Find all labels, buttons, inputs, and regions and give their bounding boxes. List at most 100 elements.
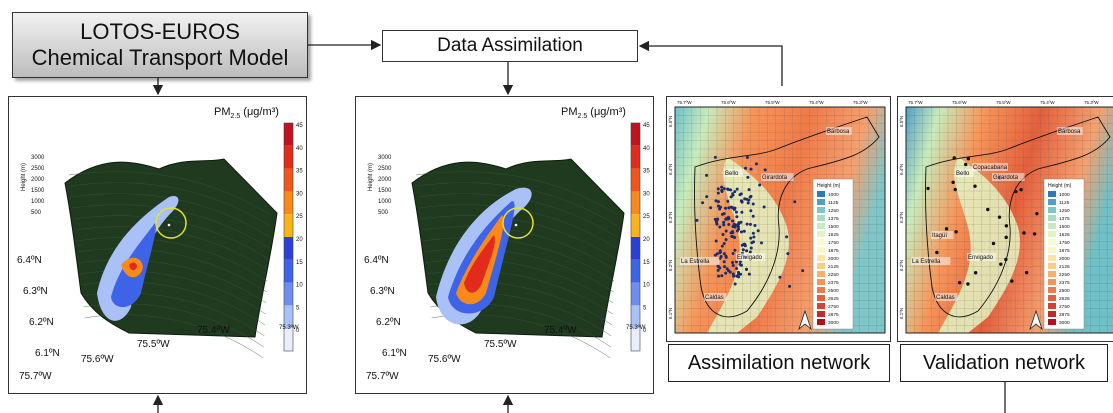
terrain-contour [415,171,619,216]
height-legend-value: 1250 [1059,208,1070,214]
place-label: Girardota [993,175,1019,181]
height-legend-value: 2375 [1059,280,1070,286]
station-marker [722,242,726,246]
lat-tick-label: 6.3ºN [370,286,395,297]
station-marker [1022,231,1026,235]
height-legend-value: 1875 [828,248,839,254]
height-tick-label: 2000 [31,177,45,183]
station-marker [734,210,738,214]
station-marker [732,274,736,278]
station-marker [748,222,752,226]
station-marker [926,186,930,191]
station-marker [754,162,758,166]
height-legend-value: 1000 [1059,192,1070,198]
station-marker [749,246,753,250]
height-legend-swatch [1048,295,1056,301]
station-marker [723,265,727,269]
station-marker [753,224,757,228]
colorbar-segment [631,259,640,283]
place-label: La Estrella [912,259,941,265]
station-marker [714,199,718,203]
station-marker [709,206,713,210]
station-marker [731,235,735,239]
colorbar-tick-label: 40 [296,146,303,152]
station-marker [724,217,728,221]
height-legend-swatch [817,303,825,309]
height-legend-swatch [1048,263,1056,269]
height-legend-swatch [1048,207,1056,213]
lat-tick-label: 6.4ºN [364,255,389,266]
station-marker [724,271,728,275]
station-marker [742,229,746,233]
station-marker [734,260,738,264]
height-legend-swatch [1048,279,1056,285]
station-marker [731,219,735,223]
station-marker [727,206,731,210]
station-marker [786,252,790,256]
station-marker [746,201,750,205]
lon-tick-label: 75.7ºW [19,371,52,382]
height-legend-swatch [1048,255,1056,261]
station-marker [801,269,805,273]
highlight-circle [155,207,187,239]
station-marker [749,209,753,213]
station-marker [732,208,736,212]
height-legend-swatch [1048,239,1056,245]
station-marker [716,204,720,208]
model-surface-panel: PM2.5 (μg/m³) 45 40 35 30 25 20 15 10 5 0 Height (m… [8,96,307,394]
height-legend-value: 2875 [1059,312,1070,318]
highlight-circle [502,207,534,239]
station-marker [752,235,756,239]
terrain-contour [80,281,266,326]
station-marker [726,187,730,191]
terrain-contour [425,259,614,304]
station-marker [724,229,728,233]
height-legend-title: Height (m) [1048,183,1072,189]
map-lon-tick-label: 75.5ºW [765,100,780,105]
station-marker [728,270,732,274]
station-marker [718,225,722,229]
height-legend-value: 1125 [1059,200,1070,206]
highlight-point [514,223,518,227]
colorbar-tick-label: 45 [296,123,303,129]
station-marker [714,239,718,243]
colorbar-segment [284,282,293,306]
height-legend-swatch [817,215,825,221]
colorbar-segment [631,214,640,237]
station-marker [701,201,705,205]
place-label-bg [761,173,794,181]
lat-tick-label: 6.1ºN [382,348,407,359]
station-marker [720,244,724,248]
station-marker [722,223,726,227]
station-marker [746,175,750,179]
station-marker [991,241,996,246]
place-label-bg [935,293,958,301]
terrain-contour [78,259,267,304]
validation-map-plot: 75.7ºW 75.6ºW 75.5ºW 75.4ºW 75.3ºW 6.5ºN 6.4ºN… [899,100,1113,334]
height-legend-value: 2250 [1059,272,1070,278]
height-legend-value: 2750 [828,304,839,310]
place-label: Caldas [705,295,724,301]
model-surface-plot: PM2.5 (μg/m³) 45 40 35 30 25 20 15 10 5 0 Height (m… [17,106,303,382]
station-marker [717,274,721,278]
height-legend-swatch [817,279,825,285]
height-tick-label: 1000 [31,199,45,205]
station-marker [735,187,739,191]
station-marker [724,238,728,242]
colorbar-tick-label: 20 [296,237,303,243]
station-marker [1035,211,1039,216]
station-marker [716,187,720,191]
place-label: Envigado [737,255,763,261]
height-legend-swatch [817,247,825,253]
height-tick-label: 1500 [378,188,392,194]
map-lon-tick-label: 75.4ºW [1040,100,1055,105]
station-marker [1010,279,1014,283]
station-marker [735,215,739,219]
station-marker [715,252,719,256]
height-legend-value: 1375 [1059,216,1070,222]
colorbar-tick-label: 40 [643,146,650,152]
terrain-contour [423,237,615,282]
station-marker [954,230,958,234]
height-legend-swatch [1048,311,1056,317]
station-marker [744,267,748,271]
